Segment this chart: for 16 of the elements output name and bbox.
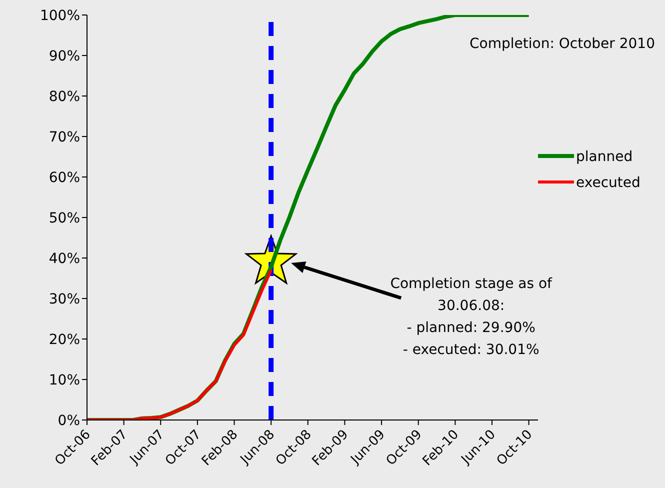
y-tick-label: 60% [48,170,80,186]
y-tick-label: 10% [48,372,80,388]
y-tick-label: 30% [48,291,80,308]
annotation: Completion: October 2010 [470,36,655,52]
legend-label: executed [576,175,640,191]
y-tick-label: 20% [48,332,80,348]
legend-label: planned [576,149,633,165]
y-tick-label: 100% [40,8,80,24]
y-tick-label: 90% [48,48,80,64]
y-tick-label: 40% [48,250,80,267]
y-tick-label: 50% [48,210,80,226]
y-tick-label: 70% [48,129,80,146]
y-tick-label: 80% [48,88,80,105]
y-tick-label: 0% [58,412,80,429]
line-series [87,268,273,420]
annotation: Completion stage as of 30.06.08: - planned: 29.90% - executed: 30.01% [390,276,554,358]
